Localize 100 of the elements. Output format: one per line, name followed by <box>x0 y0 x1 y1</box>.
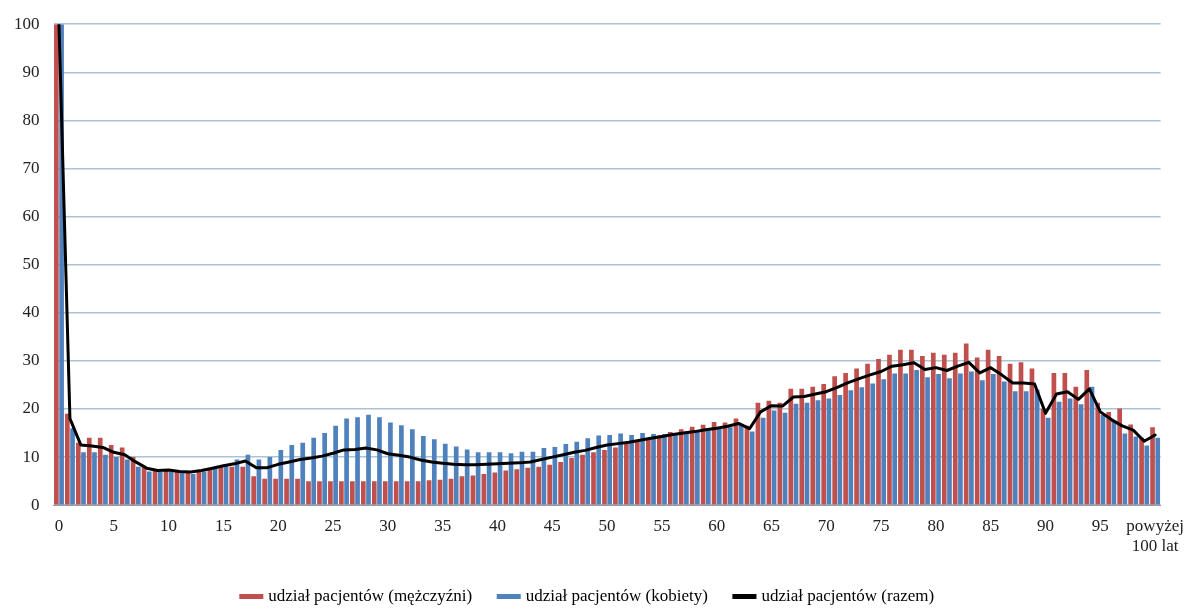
y-tick-label: 20 <box>22 398 40 418</box>
bar <box>662 434 667 505</box>
bar <box>640 433 645 505</box>
bar <box>295 478 300 505</box>
x-tick-label: 20 <box>269 515 287 535</box>
bar <box>963 343 969 505</box>
y-tick-label: 80 <box>22 109 40 129</box>
bar <box>135 466 141 505</box>
bar <box>958 373 963 505</box>
bar <box>1034 389 1040 505</box>
bar <box>1117 408 1123 505</box>
x-tick-label: 15 <box>214 515 232 535</box>
x-tick-label: 90 <box>1037 515 1055 535</box>
y-tick-label: 90 <box>22 61 40 81</box>
bar <box>848 390 854 505</box>
bar <box>262 478 267 505</box>
y-tick-label: 70 <box>22 157 40 177</box>
bar <box>618 433 623 505</box>
bar <box>1095 402 1101 505</box>
bar <box>727 427 733 505</box>
x-tick-label: 45 <box>543 515 561 535</box>
bar <box>393 481 399 505</box>
bar <box>218 466 224 505</box>
bar <box>453 446 459 505</box>
bar <box>909 349 914 505</box>
bar <box>1128 424 1133 505</box>
bar <box>980 380 985 505</box>
bar <box>382 481 388 505</box>
bar <box>876 358 881 505</box>
bar <box>157 471 163 505</box>
bar <box>810 386 816 505</box>
bar <box>870 383 876 505</box>
bar <box>716 428 722 505</box>
y-tick-label: 10 <box>22 446 40 466</box>
bar <box>591 452 596 505</box>
bar <box>1023 391 1029 505</box>
bar <box>941 354 947 505</box>
bar <box>865 363 870 505</box>
bar <box>635 440 640 505</box>
bar <box>70 428 75 505</box>
bar <box>278 449 284 505</box>
legend-label: udział pacjentów (razem) <box>761 585 935 605</box>
bar <box>1133 436 1139 505</box>
legend-label: udział pacjentów (kobiety) <box>525 585 708 605</box>
bar <box>887 354 892 505</box>
bar <box>624 443 629 505</box>
bar <box>651 434 656 505</box>
bar <box>344 418 349 505</box>
bar <box>464 449 470 505</box>
bar <box>377 417 382 505</box>
bar <box>97 437 103 505</box>
bar <box>146 471 152 505</box>
bar <box>738 424 744 505</box>
bar <box>569 458 574 505</box>
x-tick-label: 75 <box>872 515 890 535</box>
bar <box>388 422 393 505</box>
x-tick-label: 40 <box>488 515 506 535</box>
x-tick-label: 80 <box>927 515 945 535</box>
bar <box>273 478 278 505</box>
bar <box>925 377 930 505</box>
bar <box>684 431 689 505</box>
bar <box>974 357 980 505</box>
y-tick-label: 0 <box>31 494 40 514</box>
bar <box>645 437 651 505</box>
bar <box>990 373 996 505</box>
x-tick-label: 60 <box>708 515 726 535</box>
bar <box>399 425 404 505</box>
bar <box>602 449 607 505</box>
bar <box>558 461 563 505</box>
bar <box>54 24 59 505</box>
bar <box>580 454 585 505</box>
x-tick-label: 50 <box>598 515 616 535</box>
bar <box>832 376 837 505</box>
bar <box>969 371 974 505</box>
bar <box>1150 427 1155 505</box>
bar <box>859 387 865 505</box>
bar <box>1012 391 1018 505</box>
bar <box>350 481 355 505</box>
bar <box>673 433 678 505</box>
bar <box>289 445 295 505</box>
bar <box>843 372 848 505</box>
x-tick-label: 55 <box>653 515 671 535</box>
bar <box>585 438 591 505</box>
bar <box>1001 381 1007 505</box>
bar <box>317 481 322 505</box>
x-tick-label: 0 <box>54 515 64 535</box>
x-tick-label: 5 <box>109 515 119 535</box>
bar <box>1106 411 1112 505</box>
bar <box>1073 386 1079 505</box>
x-tick-label: 65 <box>762 515 780 535</box>
bar <box>503 470 509 505</box>
bar <box>360 481 366 505</box>
bar <box>108 445 114 505</box>
bar <box>168 471 174 505</box>
bar <box>114 457 119 505</box>
bar <box>563 444 569 505</box>
bar <box>903 373 908 505</box>
legend-label: udział pacjentów (mężczyźni) <box>268 585 473 605</box>
bar <box>536 466 542 505</box>
bar <box>799 388 805 505</box>
